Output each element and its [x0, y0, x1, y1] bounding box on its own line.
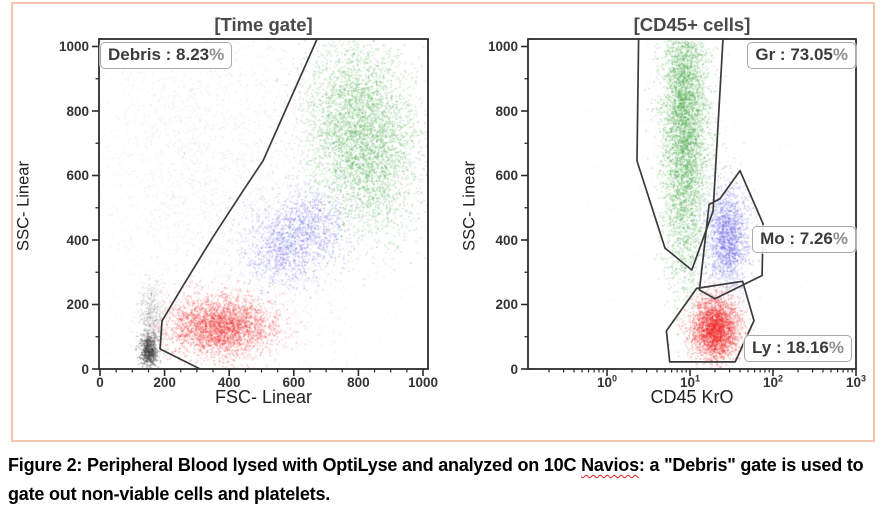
y-tick-label: 800 — [495, 103, 518, 119]
gate-label-gr: Gr : 73.05% — [747, 42, 856, 69]
y-tick-label: 1000 — [487, 39, 518, 54]
x-tick-label: 0 — [96, 375, 104, 390]
caption-word-spellcheck: Navios — [581, 455, 639, 475]
x-axis-label-fsc: FSC- Linear — [214, 387, 313, 407]
x-tick-label: 400 — [217, 375, 241, 390]
y-tick-label: 600 — [66, 168, 89, 183]
x-tick-label: 800 — [347, 375, 370, 390]
x-axis-label-cd45: CD45 KrO — [650, 387, 734, 407]
gate-label-debris: Debris : 8.23% — [100, 42, 233, 69]
scatter-dots-canvas-time-gate — [100, 40, 427, 368]
caption-text: Figure 2: Peripheral Blood lysed with Op… — [8, 455, 582, 475]
gate-label-ly: Ly : 18.16% — [744, 335, 852, 362]
table-cell-border — [11, 2, 875, 442]
scatter-dots-canvas-cd45 — [529, 40, 855, 368]
plot-title-time-gate: [Time gate] — [214, 14, 313, 35]
y-tick-label: 0 — [510, 361, 518, 377]
plot-title-cd45-cells: [CD45+ cells] — [633, 14, 751, 35]
y-tick-label: 200 — [66, 297, 89, 312]
y-tick-label: 400 — [495, 232, 518, 248]
y-tick-label: 800 — [66, 103, 89, 119]
y-tick-label: 400 — [66, 232, 89, 248]
figure-caption: Figure 2: Peripheral Blood lysed with Op… — [8, 451, 886, 509]
caption-text: gate out non-viable cells and platelets. — [8, 484, 331, 505]
x-tick-label-log: 102 — [762, 373, 784, 390]
y-axis-label-ssc-left: SSC- Linear — [14, 161, 33, 251]
x-tick-label: 600 — [282, 375, 306, 390]
y-tick-label: 600 — [495, 168, 518, 183]
x-tick-label: 200 — [153, 375, 176, 390]
caption-text: : a "Debris" gate is used to — [638, 455, 864, 475]
x-tick-label-log: 101 — [679, 373, 701, 390]
y-tick-label: 200 — [495, 297, 518, 312]
x-tick-label-log: 100 — [596, 373, 618, 390]
gate-label-mo: Mo : 7.26% — [752, 226, 856, 253]
y-tick-label: 1000 — [58, 39, 89, 54]
y-tick-label: 0 — [81, 361, 89, 377]
x-tick-label: 1000 — [407, 375, 439, 390]
x-tick-label-log: 103 — [845, 373, 867, 390]
